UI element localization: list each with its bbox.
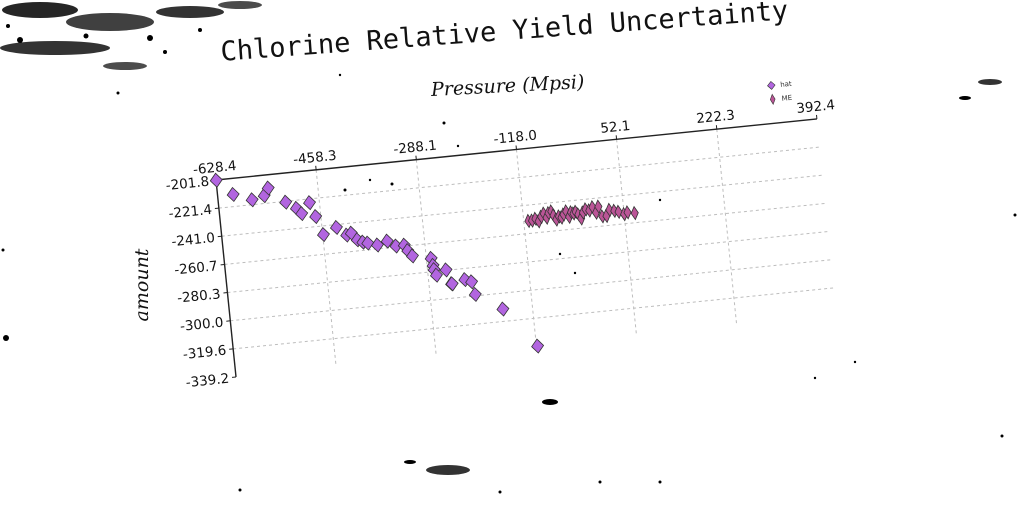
y-tick-labels: -201.8 -221.4 -241.0 -260.7 -280.3 -300.0 -319…	[165, 174, 237, 391]
y-tick-label: -241.0	[171, 230, 216, 250]
x-axis-label: Pressure (Mpsi)	[429, 71, 584, 101]
x-tick-labels: -628.4 -458.3 -288.1 -118.0 52.1 222.3 392.4	[192, 97, 836, 181]
y-tick-label: -280.3	[176, 286, 221, 306]
y-tick-label: -339.2	[185, 371, 230, 391]
y-tick-label: -260.7	[174, 258, 219, 278]
x-tick-label: -288.1	[393, 138, 438, 158]
point-hat	[309, 208, 323, 225]
y-gridline	[227, 231, 829, 294]
point-hat	[468, 286, 482, 303]
point-hat	[279, 194, 293, 210]
x-tick-label: 52.1	[600, 118, 632, 137]
x-tick-label: -458.3	[292, 148, 337, 168]
scan-noise-scattered	[1, 73, 1017, 494]
point-hat	[439, 262, 453, 278]
point-hat	[245, 192, 259, 208]
legend: hat ME	[767, 80, 793, 105]
point-hat	[303, 195, 317, 211]
legend-label-hat: hat	[780, 80, 792, 89]
point-hat	[496, 301, 510, 317]
y-tick-label: -319.6	[182, 343, 227, 363]
y-axis-line	[215, 179, 237, 378]
point-hat	[405, 248, 419, 264]
point-me	[605, 202, 614, 218]
plot-area: -628.4 -458.3 -288.1 -118.0 52.1 222.3 392.4 -…	[165, 80, 836, 391]
point-hat	[445, 276, 459, 292]
point-me	[630, 205, 639, 221]
point-hat	[261, 180, 275, 196]
point-hat	[295, 206, 309, 222]
y-gridline	[218, 146, 820, 209]
x-tick-label: 222.3	[696, 107, 736, 127]
point-me	[623, 205, 632, 220]
chart-title: Chlorine Relative Yield Uncertainty	[220, 0, 790, 68]
point-hat	[226, 186, 240, 203]
point-hat	[209, 172, 223, 188]
point-hat	[316, 226, 330, 243]
point-hat	[465, 274, 479, 290]
y-tick-label: -201.8	[165, 174, 210, 194]
legend-label-me: ME	[781, 94, 792, 103]
data-points	[209, 172, 639, 354]
point-hat	[429, 267, 443, 283]
legend-marker-me	[769, 93, 776, 105]
x-tick-label: -628.4	[192, 158, 237, 178]
x-tick-label: 392.4	[796, 97, 836, 117]
point-me	[594, 199, 603, 214]
x-gridline	[515, 149, 537, 347]
x-gridline	[716, 129, 738, 327]
y-axis-label: amount	[131, 248, 153, 321]
legend-marker-hat	[767, 80, 776, 90]
x-tick-label: -118.0	[493, 127, 538, 147]
point-me	[614, 204, 623, 220]
point-hat	[380, 233, 394, 249]
point-hat	[370, 237, 384, 253]
y-gridline	[230, 259, 832, 322]
x-gridline	[315, 169, 337, 367]
scan-noise-top-left	[0, 1, 262, 70]
y-tick-label: -300.0	[179, 315, 224, 335]
x-gridline	[616, 139, 638, 337]
point-hat	[361, 235, 375, 251]
point-hat	[329, 219, 343, 236]
y-tick-label: -221.4	[168, 202, 213, 222]
point-hat	[531, 338, 545, 354]
